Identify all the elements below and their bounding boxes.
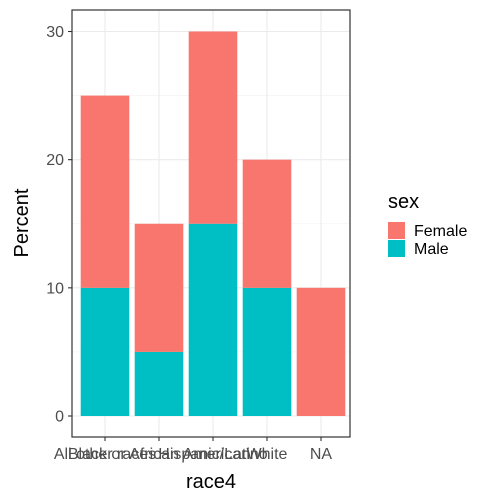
y-tick-label: 20 <box>46 152 64 169</box>
x-tick-label: Black or African American <box>68 446 250 463</box>
y-axis: 0 10 20 30 <box>46 24 72 426</box>
x-tick-label: All other races <box>54 446 156 463</box>
bar-male-3 <box>242 287 292 416</box>
bar-female-1 <box>134 223 184 352</box>
bar-female-2 <box>188 31 238 224</box>
y-tick-label: 30 <box>46 24 64 41</box>
legend-label-male: Male <box>414 241 449 258</box>
legend-key-female <box>388 222 405 239</box>
bar-female-4 <box>296 287 346 416</box>
plot-border <box>71 9 351 438</box>
x-axis-title: race4 <box>186 471 236 493</box>
bar-male-1 <box>134 351 184 416</box>
bar-female-0 <box>80 95 130 288</box>
y-axis-title: Percent <box>11 188 33 257</box>
bars <box>80 31 346 416</box>
bar-male-0 <box>80 287 130 416</box>
y-tick-label: 0 <box>55 409 64 426</box>
y-tick-label: 10 <box>46 280 64 297</box>
legend-label-female: Female <box>414 223 467 240</box>
x-tick-label: NA <box>310 446 333 463</box>
legend-title: sex <box>388 191 419 213</box>
legend-key-male <box>388 240 405 257</box>
x-tick-label: White <box>247 446 288 463</box>
bar-male-2 <box>188 223 238 416</box>
bar-female-3 <box>242 159 292 288</box>
x-tick-label: Hispanic/Latino <box>158 446 268 463</box>
